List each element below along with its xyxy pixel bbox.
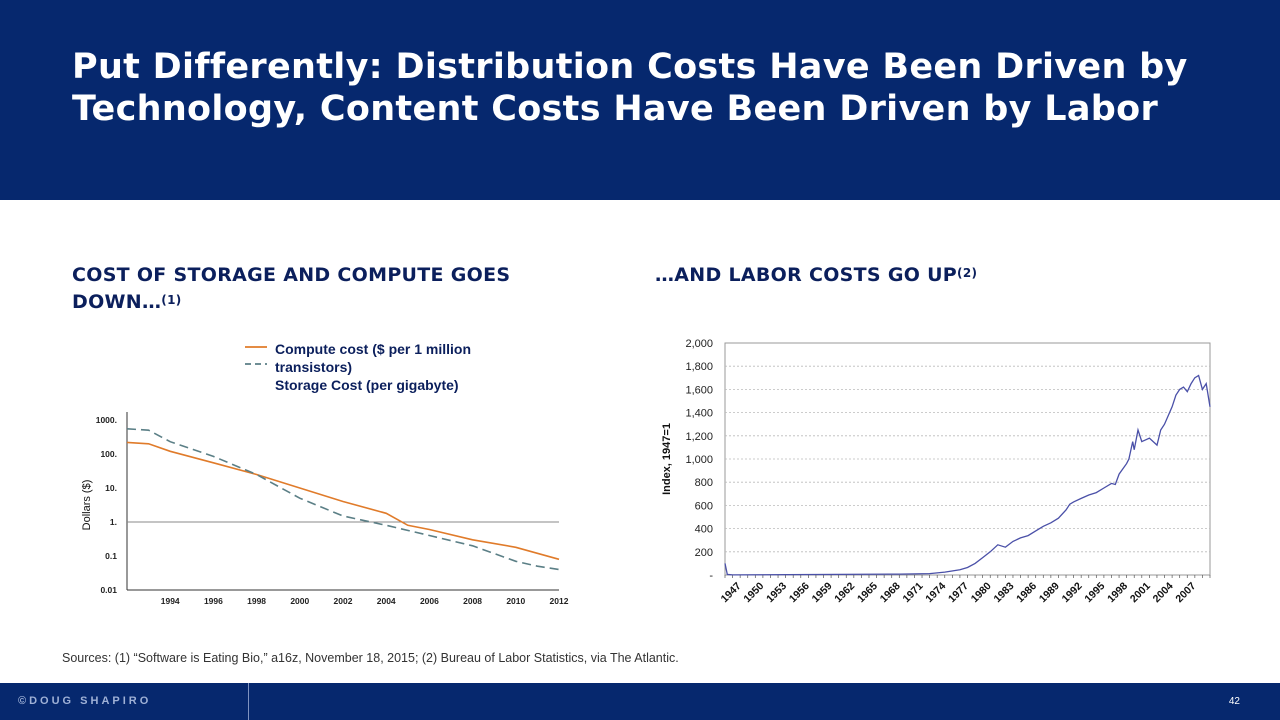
labor-cost-chart: 2,000 1,800 1,600 1,400 1,200 1,000 800 600 400 2… [661,338,1211,605]
y-tick-label: 0.01 [100,585,117,595]
legend-compute-label: Compute cost ($ per 1 million transistor… [275,341,472,375]
left-section-title-text: COST OF STORAGE AND COMPUTE GOES DOWN… [72,264,511,313]
x-tick-label: 1956 [787,580,812,605]
y-axis-label: Dollars ($) [81,480,93,531]
y-axis-label: Index, 1947=1 [661,423,673,495]
left-title-footnote: (1) [161,293,182,307]
x-tick-label: 1994 [161,596,180,606]
x-tick-label: 1977 [946,580,971,605]
footer-divider [248,683,249,720]
y-tick-label: 0.1 [105,551,117,561]
y-tick-label: 1,800 [685,361,713,373]
y-tick-label: 1000. [96,415,117,425]
left-section-title: COST OF STORAGE AND COMPUTE GOES DOWN…(1… [72,262,592,316]
y-tick-label: 10. [105,483,117,493]
x-tick-label: 2004 [377,596,396,606]
footer-brand: ©DOUG SHAPIRO [18,695,152,707]
x-tick-label: 1989 [1037,580,1062,605]
y-tick-label: 2,000 [685,338,713,350]
right-title-footnote: (2) [957,266,978,280]
y-tick-label: 1,000 [685,454,713,466]
x-tick-label: 1983 [991,580,1016,605]
y-tick-label: 800 [695,477,713,489]
x-tick-label: 1953 [764,580,789,605]
y-tick-label: 1,600 [685,384,713,396]
footer-band: ©DOUG SHAPIRO 42 [0,683,1280,720]
x-tick-label: 2007 [1173,580,1198,605]
x-tick-label: 1965 [855,580,880,605]
y-tick-label: 200 [695,547,713,559]
x-tick-label: 1980 [969,580,994,605]
x-tick-label: 2010 [506,596,525,606]
y-tick-label: 600 [695,500,713,512]
x-tick-label: 2002 [334,596,353,606]
page-number: 42 [1228,696,1240,707]
header-band: Put Differently: Distribution Costs Have… [0,0,1280,200]
x-tick-label: 1998 [247,596,266,606]
y-tick-label: 100. [100,449,117,459]
y-tick-label: 400 [695,524,713,536]
x-tick-label: 1950 [741,580,766,605]
x-tick-label: 1995 [1082,580,1107,605]
y-tick-label: 1,400 [685,408,713,420]
legend-swatches [245,346,267,365]
x-tick-label: 1986 [1014,580,1039,605]
y-tick-label: 1,200 [685,431,713,443]
labor-index-line [724,374,1211,576]
right-section-title-text: …AND LABOR COSTS GO UP [655,264,958,286]
storage-compute-chart: 1000. 100. 10. 1. 0.1 0.01 1994 1996 1998 2000 200… [81,412,569,606]
x-tick-label: 2000 [290,596,309,606]
x-tick-label: 2001 [1128,580,1153,605]
x-tick-label: 1974 [923,580,948,605]
legend-storage-label: Storage Cost (per gigabyte) [275,377,459,393]
sources-note: Sources: (1) “Software is Eating Bio,” a… [62,651,679,665]
x-tick-label: 1959 [810,580,835,605]
x-tick-label: 1968 [878,580,903,605]
x-tick-label: 1992 [1060,580,1085,605]
storage-cost-line [126,428,560,571]
y-tick-label: - [709,570,713,582]
x-tick-label: 2004 [1151,580,1176,605]
right-section-title: …AND LABOR COSTS GO UP(2) [655,262,1175,289]
y-tick-label: 1. [110,517,117,527]
slide-title: Put Differently: Distribution Costs Have… [72,47,1188,129]
compute-cost-line [126,441,560,561]
x-tick-label: 1947 [719,580,744,605]
x-tick-label: 2008 [463,596,482,606]
x-tick-label: 1998 [1105,580,1130,605]
x-tick-label: 2006 [420,596,439,606]
x-tick-label: 1962 [832,580,857,605]
x-tick-label: 2012 [550,596,569,606]
x-tick-label: 1996 [204,596,223,606]
x-tick-label: 1971 [901,580,926,605]
